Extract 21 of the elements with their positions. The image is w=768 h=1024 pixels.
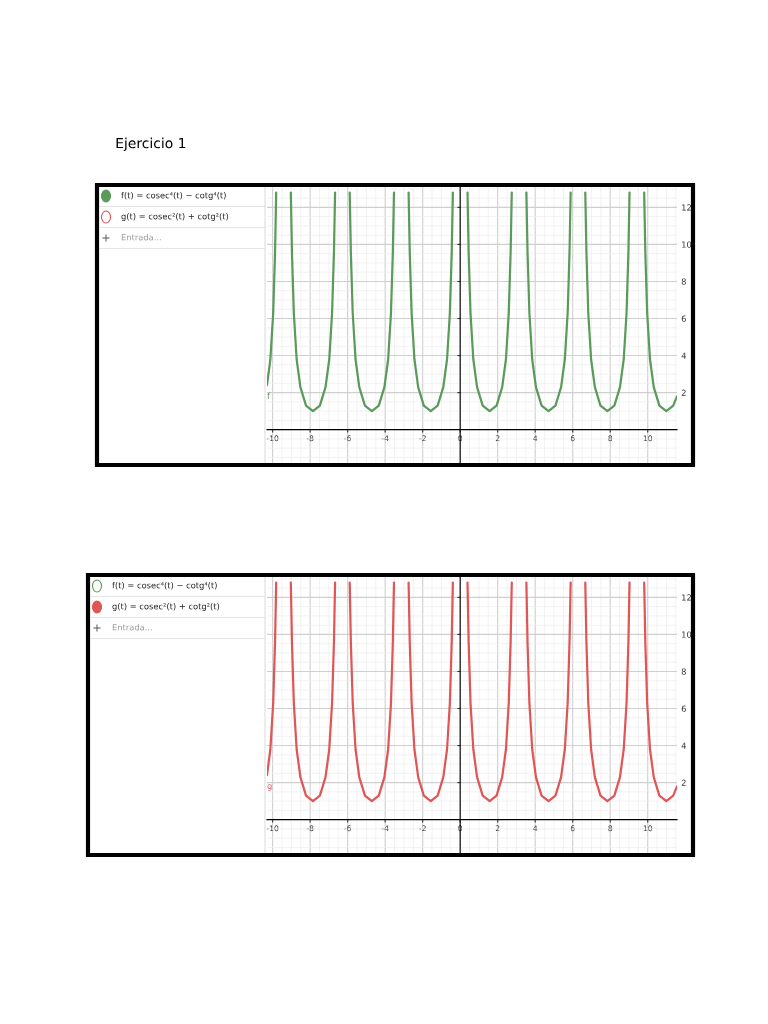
y-tick-label: 10 [682, 631, 692, 638]
y-tick-label: 6 [681, 315, 686, 322]
y-tick-label: 10 [682, 241, 692, 248]
series-label: f [267, 392, 271, 399]
y-tick-label: 12 [682, 204, 691, 211]
y-tick-label: 4 [681, 352, 686, 359]
text: f(t) = cosec⁴(t) − cotg⁴(t) [121, 191, 226, 201]
y-tick-label: 6 [681, 705, 686, 712]
text: g(t) = cosec²(t) + cotg²(t) [121, 212, 229, 222]
text: Entrada... [121, 233, 161, 241]
y-tick-label: 12 [682, 594, 691, 601]
text: Entrada... [112, 623, 152, 631]
y-tick-label: 2 [681, 779, 686, 786]
y-tick-label: 8 [681, 278, 686, 285]
text: g(t) = cosec²(t) + cotg²(t) [112, 602, 220, 612]
y-tick-label: 4 [681, 742, 686, 749]
text: f(t) = cosec⁴(t) − cotg⁴(t) [112, 581, 217, 591]
text: Ejercicio 1 [116, 137, 186, 151]
series-label: g [267, 784, 272, 791]
y-tick-label: 2 [681, 389, 686, 396]
y-tick-label: 8 [681, 668, 686, 675]
